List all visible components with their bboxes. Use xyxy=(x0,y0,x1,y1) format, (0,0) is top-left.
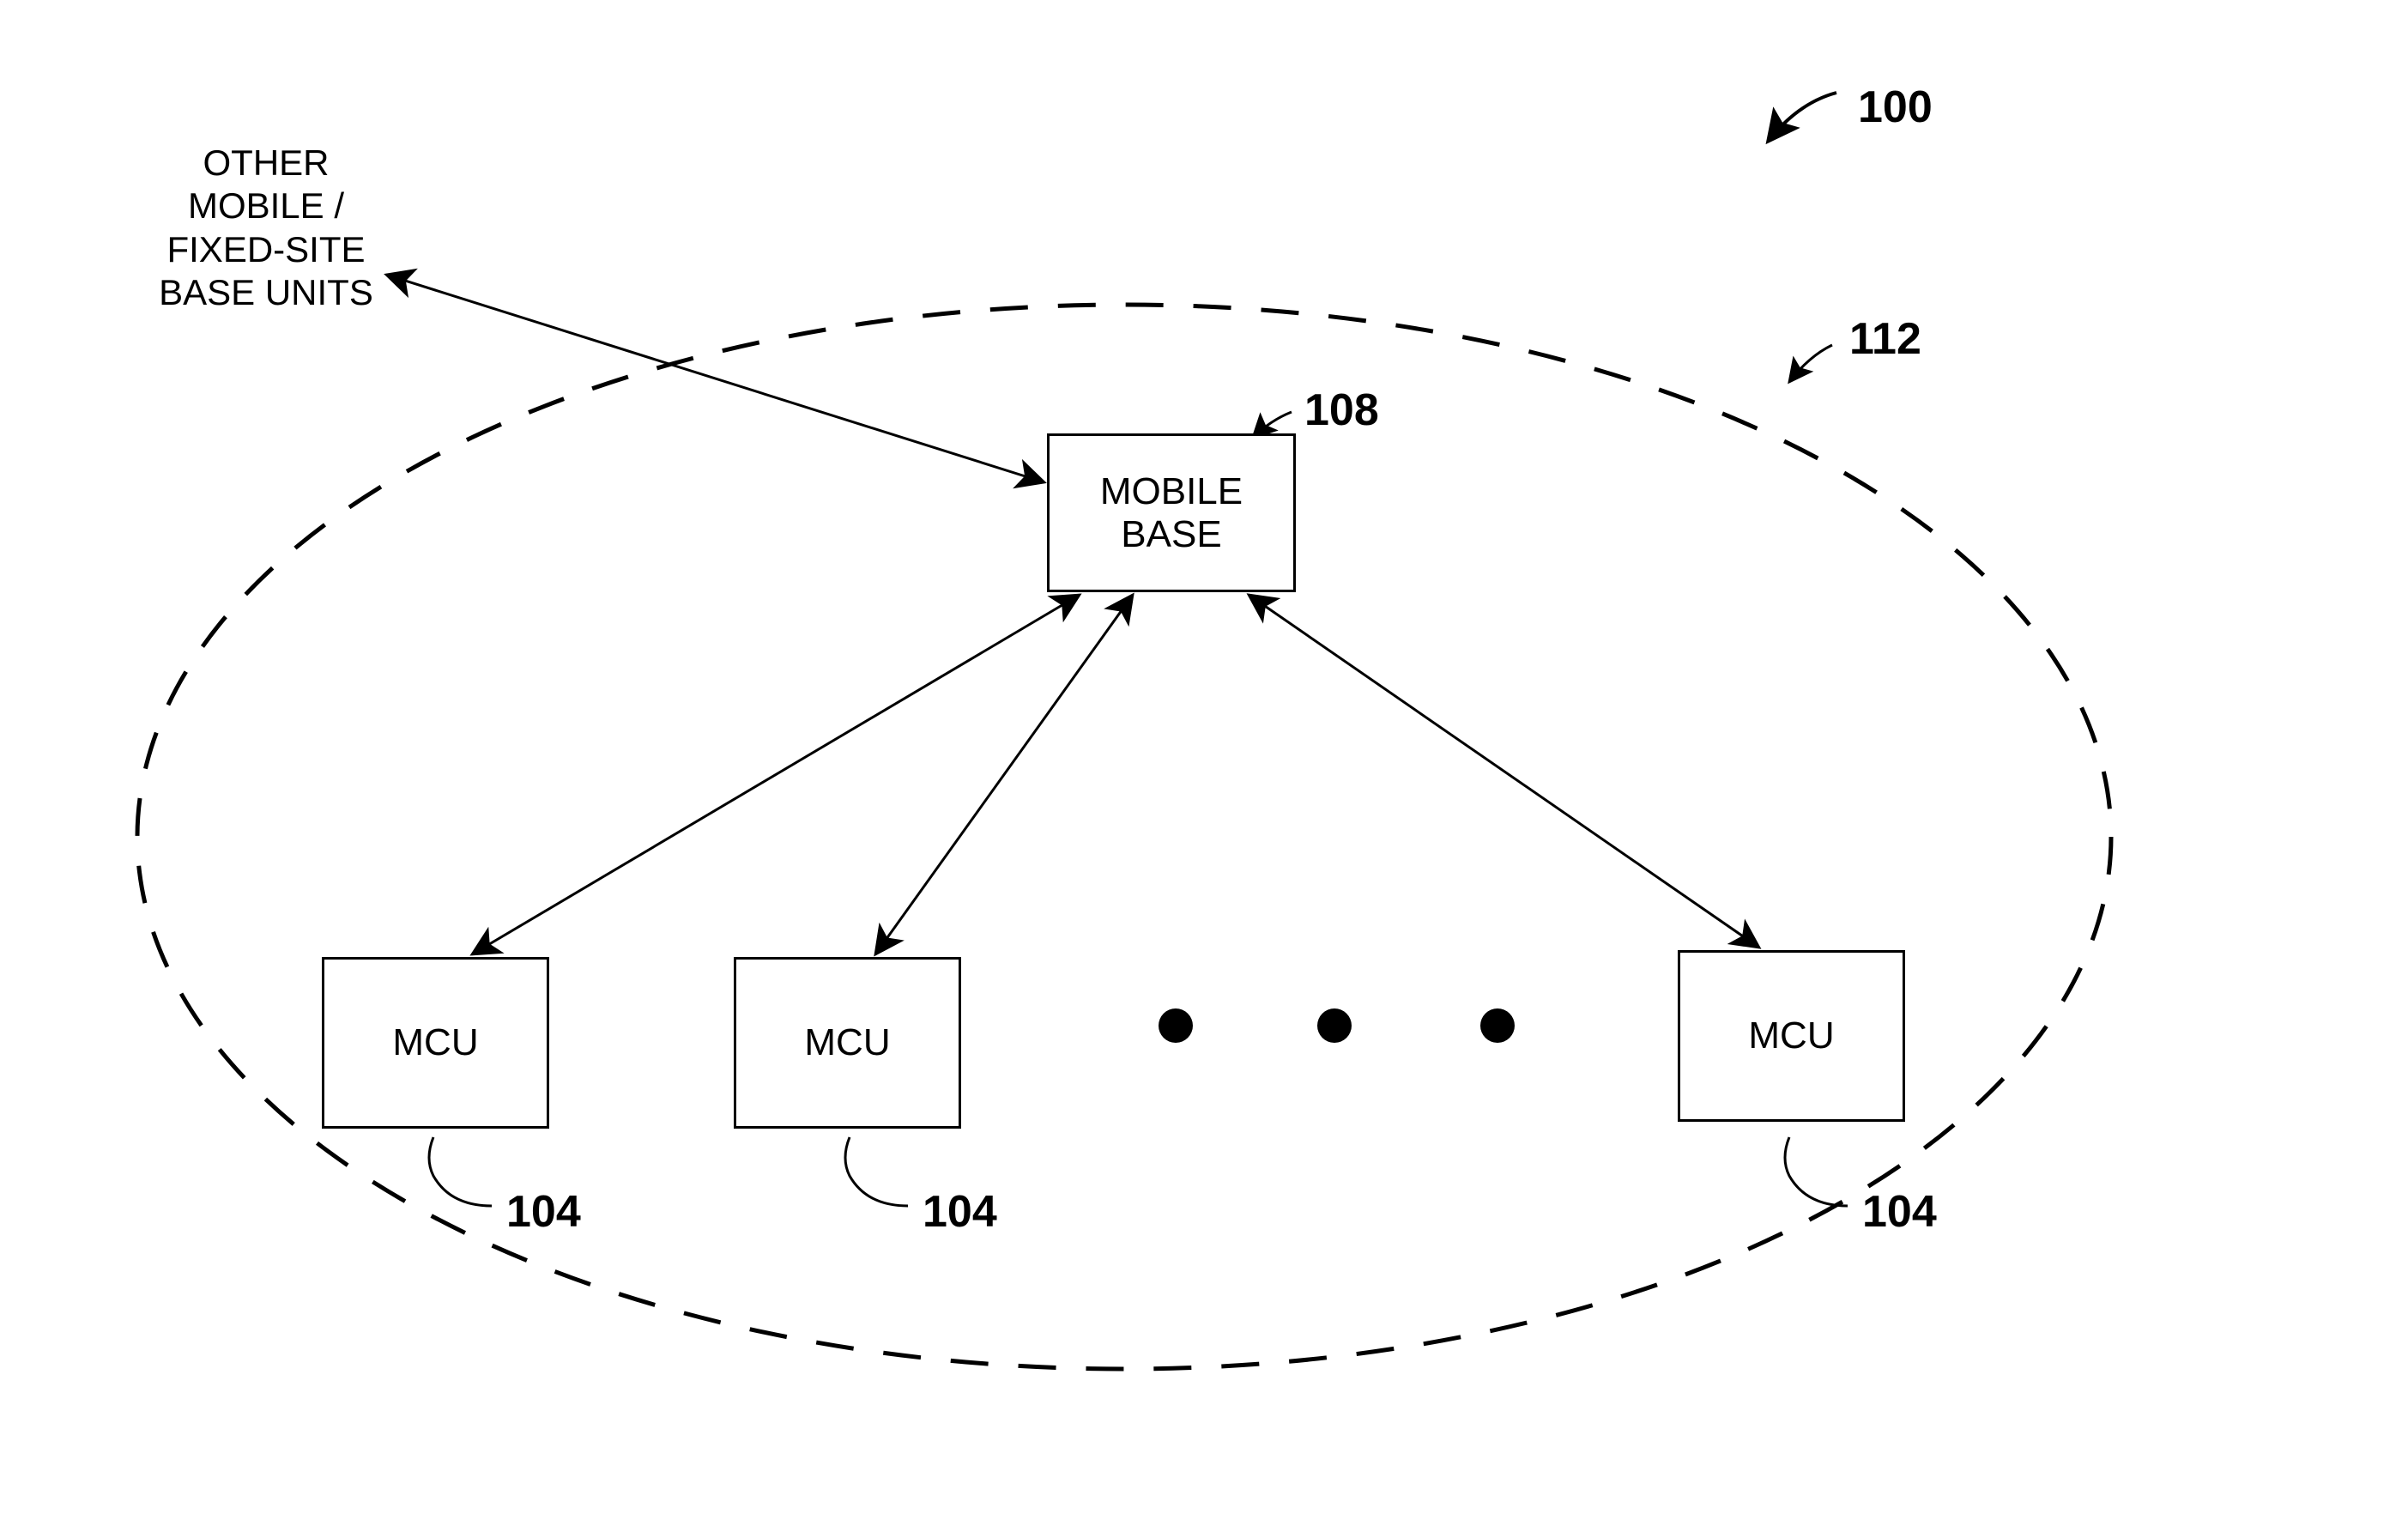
mobile-base-node: MOBILE BASE xyxy=(1047,433,1296,592)
link-base-to-mcu2 xyxy=(875,595,1133,954)
mobile-base-label-1: MOBILE xyxy=(1100,470,1243,513)
ref-mcu2: 104 xyxy=(923,1186,997,1238)
mcu-node-1: MCU xyxy=(322,957,549,1129)
ellipsis-dot-2 xyxy=(1317,1008,1352,1043)
link-base-to-mcu1 xyxy=(472,595,1080,954)
ellipsis-dot-3 xyxy=(1480,1008,1515,1043)
leader-mcu2 xyxy=(845,1137,908,1206)
leader-mcu1 xyxy=(429,1137,492,1206)
ext-line-3: FIXED-SITE xyxy=(129,228,403,271)
ref-mobile-base: 108 xyxy=(1304,385,1379,436)
leader-overall xyxy=(1768,93,1836,142)
ext-line-4: BASE UNITS xyxy=(129,271,403,314)
link-base-to-mcu3 xyxy=(1249,595,1759,948)
ref-mcu3: 104 xyxy=(1862,1186,1937,1238)
ext-line-2: MOBILE / xyxy=(129,185,403,227)
ref-ellipse: 112 xyxy=(1849,313,1921,365)
leader-ellipse xyxy=(1789,345,1832,382)
leader-mcu3 xyxy=(1785,1137,1848,1206)
external-units-label: OTHER MOBILE / FIXED-SITE BASE UNITS xyxy=(129,142,403,315)
ellipsis-dot-1 xyxy=(1159,1008,1193,1043)
mcu3-label: MCU xyxy=(1748,1014,1834,1057)
mcu-node-3: MCU xyxy=(1678,950,1905,1122)
ext-line-1: OTHER xyxy=(129,142,403,185)
mcu1-label: MCU xyxy=(392,1021,478,1064)
ref-mcu1: 104 xyxy=(506,1186,581,1238)
ref-overall: 100 xyxy=(1858,82,1933,133)
mcu2-label: MCU xyxy=(804,1021,890,1064)
link-external-to-base xyxy=(386,275,1044,482)
mobile-base-label-2: BASE xyxy=(1100,513,1243,556)
mcu-node-2: MCU xyxy=(734,957,961,1129)
